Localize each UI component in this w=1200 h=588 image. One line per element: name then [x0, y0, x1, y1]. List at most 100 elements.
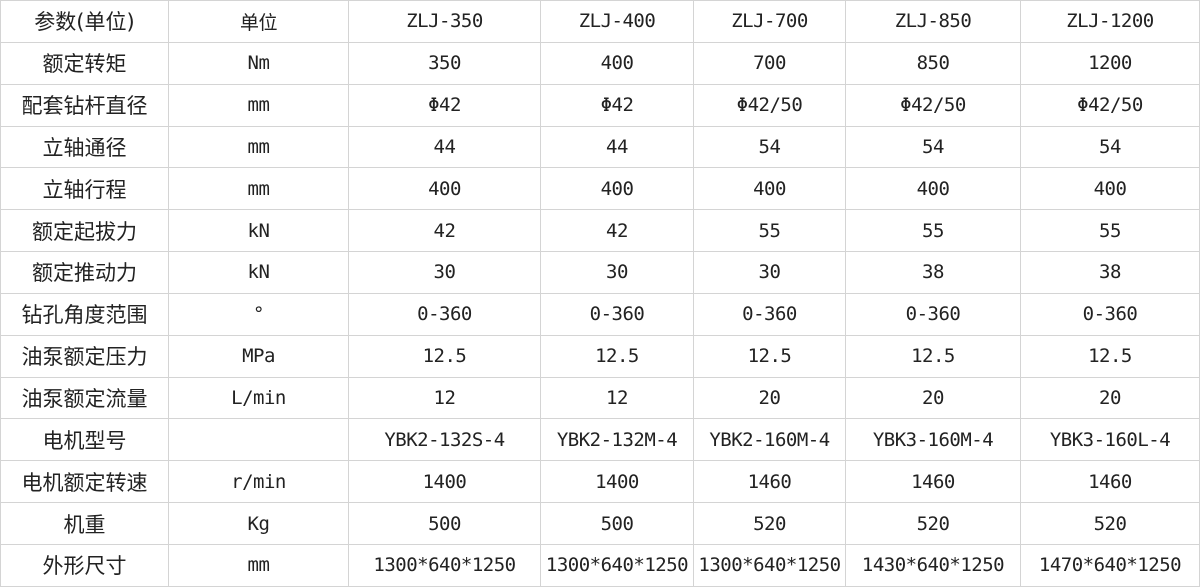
cell: 400 [540, 167, 694, 211]
cell: 42 [540, 209, 694, 253]
cell: 12.5 [845, 334, 1021, 378]
cell: r/min [168, 460, 349, 504]
row-label: 钻孔角度范围 [0, 292, 169, 336]
row-label: 电机额定转速 [0, 460, 169, 504]
cell: 42 [348, 209, 541, 253]
table-row: 油泵额定压力 MPa 12.5 12.5 12.5 12.5 12.5 [0, 334, 1200, 378]
header-row: 参数(单位) 单位 ZLJ-350 ZLJ-400 ZLJ-700 ZLJ-850 ZLJ-… [0, 0, 1200, 43]
cell: 20 [1020, 376, 1200, 420]
cell: mm [168, 167, 349, 211]
cell: 1400 [540, 460, 694, 504]
cell: 1300*640*1250 [348, 543, 541, 588]
table-row: 外形尺寸 mm 1300*640*1250 1300*640*1250 1300*640… [0, 543, 1200, 588]
cell: 12.5 [1020, 334, 1200, 378]
table-row: 钻孔角度范围 ° 0-360 0-360 0-360 0-360 0-360 [0, 292, 1200, 336]
cell: Nm [168, 41, 349, 85]
row-label: 额定推动力 [0, 251, 169, 294]
row-label: 机重 [0, 502, 169, 545]
cell: ZLJ-700 [693, 0, 846, 43]
cell: YBK2-160M-4 [693, 418, 846, 462]
cell: 1460 [693, 460, 846, 504]
cell: 0-360 [1020, 292, 1200, 336]
cell: 350 [348, 41, 541, 85]
table-row: 油泵额定流量 L/min 12 12 20 20 20 [0, 376, 1200, 420]
cell: 0-360 [693, 292, 846, 336]
cell: 1300*640*1250 [693, 543, 846, 588]
cell: 1460 [845, 460, 1021, 504]
cell: 400 [540, 41, 694, 85]
row-label: 油泵额定流量 [0, 376, 169, 420]
cell: ZLJ-1200 [1020, 0, 1200, 43]
cell: 400 [348, 167, 541, 211]
cell: YBK2-132S-4 [348, 418, 541, 462]
cell: 0-360 [348, 292, 541, 336]
row-label: 额定起拔力 [0, 209, 169, 253]
cell: 1400 [348, 460, 541, 504]
cell: 55 [1020, 209, 1200, 253]
cell: 44 [348, 125, 541, 169]
cell: 1430*640*1250 [845, 543, 1021, 588]
cell: Φ42/50 [693, 83, 846, 127]
cell: ZLJ-400 [540, 0, 694, 43]
cell: YBK3-160L-4 [1020, 418, 1200, 462]
cell: L/min [168, 376, 349, 420]
cell: 12 [348, 376, 541, 420]
table-row: 额定推动力 kN 30 30 30 38 38 [0, 251, 1200, 294]
cell: Kg [168, 502, 349, 545]
cell: 12.5 [693, 334, 846, 378]
cell: Φ42/50 [845, 83, 1021, 127]
cell: 12 [540, 376, 694, 420]
cell: Φ42 [540, 83, 694, 127]
row-label: 参数(单位) [0, 0, 169, 43]
cell: 520 [1020, 502, 1200, 545]
cell: 38 [845, 251, 1021, 294]
cell: MPa [168, 334, 349, 378]
cell: mm [168, 125, 349, 169]
row-label: 立轴行程 [0, 167, 169, 211]
cell: ° [168, 292, 349, 336]
row-label: 外形尺寸 [0, 543, 169, 588]
cell: 1460 [1020, 460, 1200, 504]
cell: 400 [845, 167, 1021, 211]
cell [168, 418, 349, 462]
cell: YBK3-160M-4 [845, 418, 1021, 462]
cell: 0-360 [540, 292, 694, 336]
cell: 520 [693, 502, 846, 545]
cell: 12.5 [540, 334, 694, 378]
cell: 520 [845, 502, 1021, 545]
cell: Φ42 [348, 83, 541, 127]
cell: 700 [693, 41, 846, 85]
table-row: 立轴行程 mm 400 400 400 400 400 [0, 167, 1200, 211]
cell: 500 [348, 502, 541, 545]
table-row: 额定起拔力 kN 42 42 55 55 55 [0, 209, 1200, 253]
cell: 500 [540, 502, 694, 545]
cell: 20 [845, 376, 1021, 420]
cell: mm [168, 543, 349, 588]
cell: 44 [540, 125, 694, 169]
table-row: 机重 Kg 500 500 520 520 520 [0, 502, 1200, 545]
table-row: 立轴通径 mm 44 44 54 54 54 [0, 125, 1200, 169]
cell: 单位 [168, 0, 349, 43]
cell: mm [168, 83, 349, 127]
cell: ZLJ-350 [348, 0, 541, 43]
row-label: 油泵额定压力 [0, 334, 169, 378]
cell: 30 [540, 251, 694, 294]
cell: 54 [693, 125, 846, 169]
cell: kN [168, 209, 349, 253]
cell: Φ42/50 [1020, 83, 1200, 127]
cell: 400 [693, 167, 846, 211]
cell: 1300*640*1250 [540, 543, 694, 588]
cell: 850 [845, 41, 1021, 85]
row-label: 电机型号 [0, 418, 169, 462]
cell: 0-360 [845, 292, 1021, 336]
cell: 30 [693, 251, 846, 294]
cell: 1470*640*1250 [1020, 543, 1200, 588]
cell: 38 [1020, 251, 1200, 294]
cell: 55 [693, 209, 846, 253]
table-row: 配套钻杆直径 mm Φ42 Φ42 Φ42/50 Φ42/50 Φ42/50 [0, 83, 1200, 127]
cell: 54 [845, 125, 1021, 169]
cell: 400 [1020, 167, 1200, 211]
cell: ZLJ-850 [845, 0, 1021, 43]
